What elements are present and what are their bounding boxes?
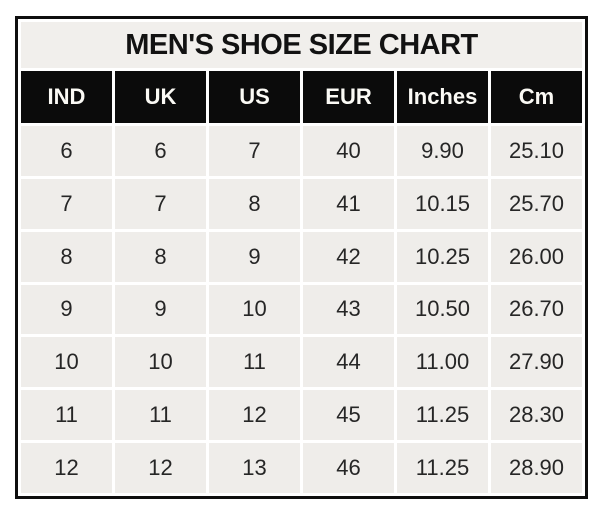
table-cell: 26.00	[491, 231, 582, 282]
table-cell: 8	[209, 178, 300, 229]
table-cell: 10	[209, 284, 300, 335]
title-row: MEN'S SHOE SIZE CHART	[21, 22, 582, 68]
table-cell: 11	[21, 390, 112, 441]
table-cell: 10.15	[397, 178, 488, 229]
table-cell: 7	[209, 126, 300, 176]
column-header-eur: EUR	[303, 71, 394, 123]
table-row: 9 9 10 43 10.50 26.70	[21, 284, 582, 335]
table-row: 12 12 13 46 11.25 28.90	[21, 443, 582, 493]
table-cell: 9.90	[397, 126, 488, 176]
table-cell: 10	[115, 337, 206, 388]
table-cell: 11.25	[397, 390, 488, 441]
table-cell: 28.90	[491, 443, 582, 493]
table-cell: 8	[21, 231, 112, 282]
column-header-uk: UK	[115, 71, 206, 123]
chart-title: MEN'S SHOE SIZE CHART	[21, 22, 582, 68]
table-cell: 44	[303, 337, 394, 388]
table-cell: 6	[115, 126, 206, 176]
table-row: 10 10 11 44 11.00 27.90	[21, 337, 582, 388]
table-row: 11 11 12 45 11.25 28.30	[21, 390, 582, 441]
table-cell: 45	[303, 390, 394, 441]
table-cell: 46	[303, 443, 394, 493]
table-cell: 10.50	[397, 284, 488, 335]
table-cell: 11	[115, 390, 206, 441]
table-cell: 28.30	[491, 390, 582, 441]
table-cell: 9	[21, 284, 112, 335]
header-row: IND UK US EUR Inches Cm	[21, 71, 582, 123]
table-cell: 13	[209, 443, 300, 493]
table-cell: 12	[21, 443, 112, 493]
table-cell: 6	[21, 126, 112, 176]
table-cell: 41	[303, 178, 394, 229]
table-cell: 11	[209, 337, 300, 388]
table-row: 8 8 9 42 10.25 26.00	[21, 231, 582, 282]
table-cell: 8	[115, 231, 206, 282]
table-cell: 7	[21, 178, 112, 229]
table-body: 6 6 7 40 9.90 25.10 7 7 8 41 10.15 25.70…	[21, 126, 582, 493]
table-cell: 9	[115, 284, 206, 335]
table-cell: 42	[303, 231, 394, 282]
table-cell: 7	[115, 178, 206, 229]
shoe-size-table: MEN'S SHOE SIZE CHART IND UK US EUR Inch…	[18, 19, 585, 496]
column-header-us: US	[209, 71, 300, 123]
column-header-inches: Inches	[397, 71, 488, 123]
table-cell: 12	[209, 390, 300, 441]
column-header-cm: Cm	[491, 71, 582, 123]
table-cell: 40	[303, 126, 394, 176]
table-cell: 12	[115, 443, 206, 493]
table-row: 7 7 8 41 10.15 25.70	[21, 178, 582, 229]
table-row: 6 6 7 40 9.90 25.10	[21, 126, 582, 176]
table-cell: 27.90	[491, 337, 582, 388]
table-cell: 11.25	[397, 443, 488, 493]
table-cell: 43	[303, 284, 394, 335]
table-cell: 9	[209, 231, 300, 282]
table-cell: 26.70	[491, 284, 582, 335]
table-head: MEN'S SHOE SIZE CHART IND UK US EUR Inch…	[21, 22, 582, 123]
column-header-ind: IND	[21, 71, 112, 123]
table-cell: 10	[21, 337, 112, 388]
table-cell: 25.10	[491, 126, 582, 176]
shoe-size-chart-frame: MEN'S SHOE SIZE CHART IND UK US EUR Inch…	[15, 16, 588, 499]
table-cell: 25.70	[491, 178, 582, 229]
table-cell: 10.25	[397, 231, 488, 282]
table-cell: 11.00	[397, 337, 488, 388]
